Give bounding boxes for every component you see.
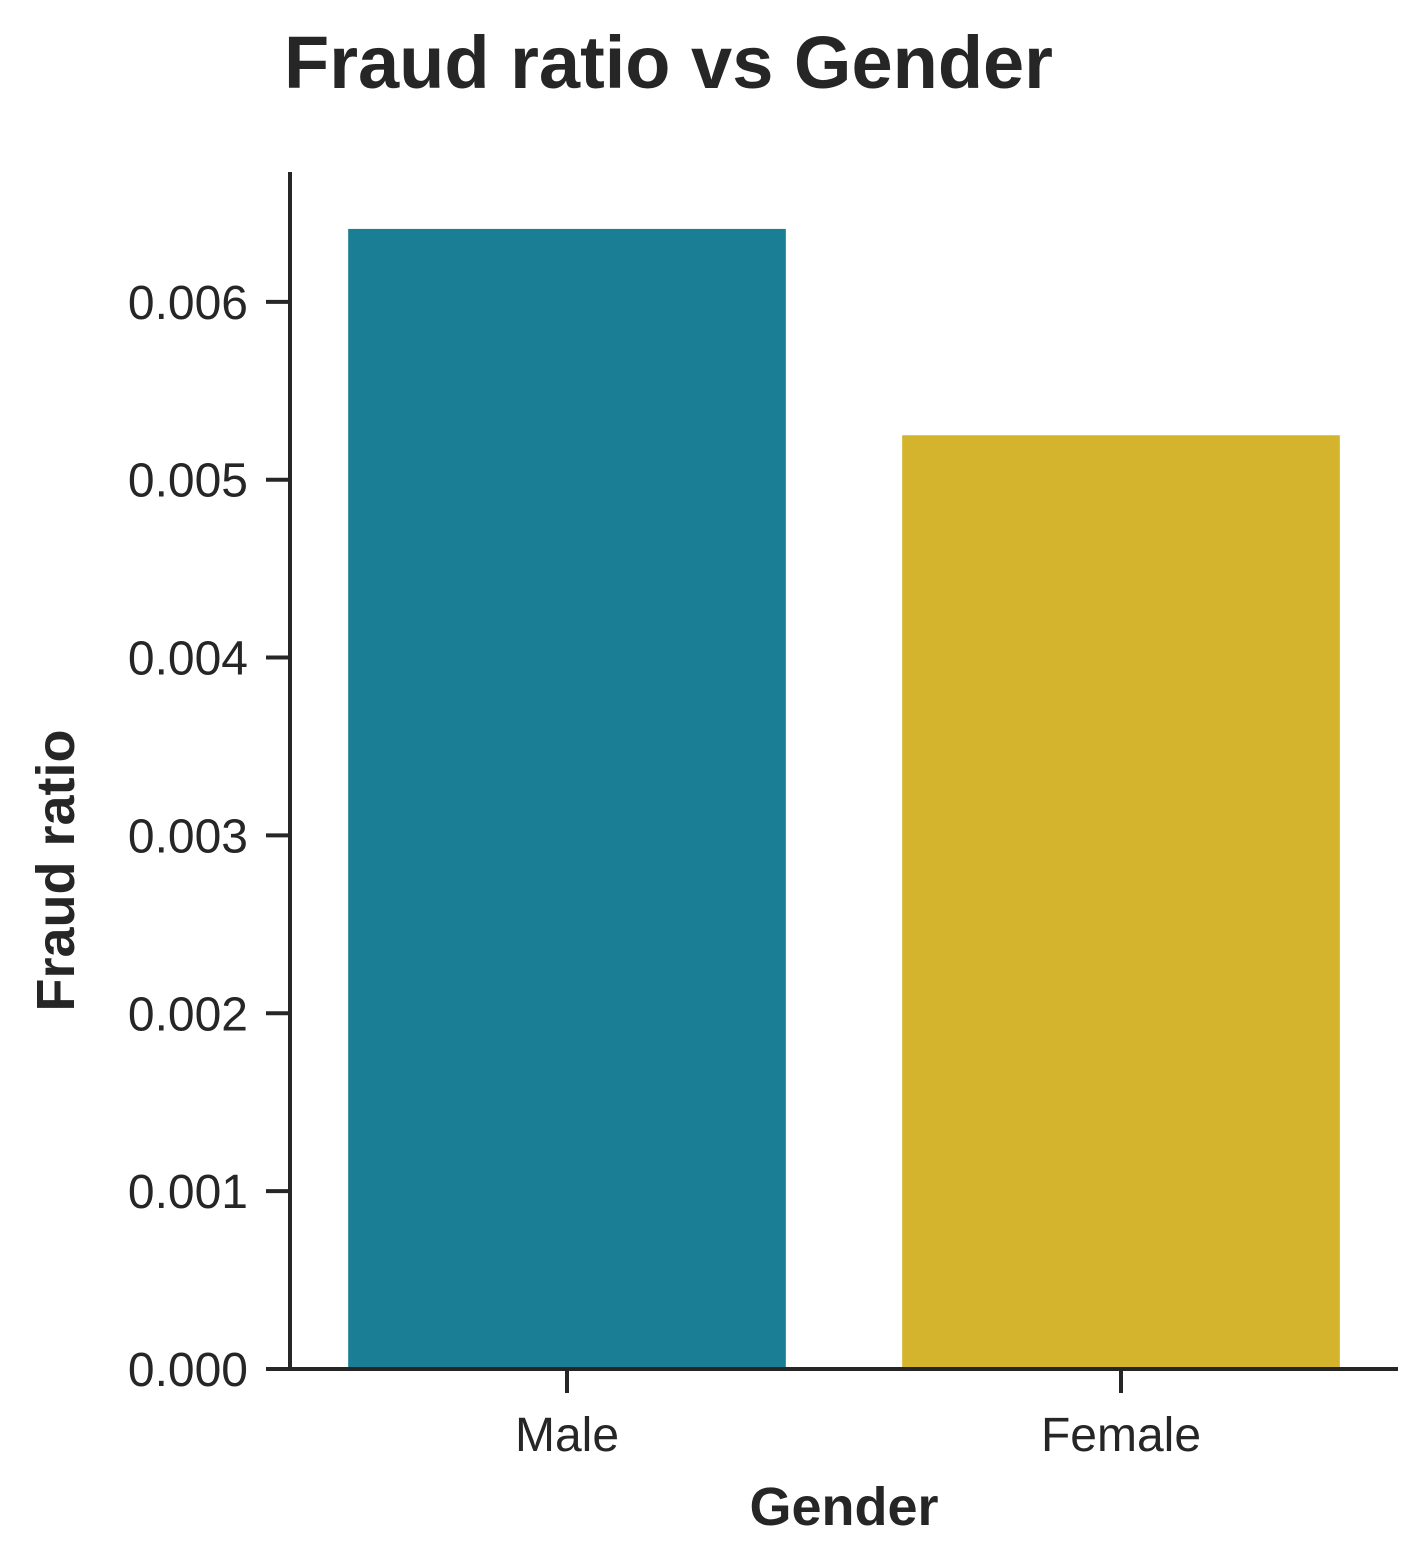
y-tick-label: 0.002 [128,988,248,1041]
chart-title: Fraud ratio vs Gender [284,21,1053,104]
y-tick-label: 0.000 [128,1344,248,1397]
bars-group [348,228,1340,1370]
x-axis-label: Gender [749,1477,938,1537]
bar-male [348,228,786,1370]
x-tick-label-male: Male [515,1409,619,1462]
y-tick-label: 0.004 [128,633,248,686]
x-tick-label-female: Female [1041,1409,1201,1462]
bar-female [902,435,1340,1369]
y-axis-label: Fraud ratio [26,729,86,1011]
x-axis-ticks: Male Female [515,1369,1201,1462]
y-tick-label: 0.001 [128,1166,248,1219]
y-tick-label: 0.005 [128,455,248,508]
y-axis-ticks: 0.000 0.001 0.002 0.003 0.004 0.005 0.006 [128,277,290,1397]
y-tick-label: 0.003 [128,810,248,863]
y-tick-label: 0.006 [128,277,248,330]
